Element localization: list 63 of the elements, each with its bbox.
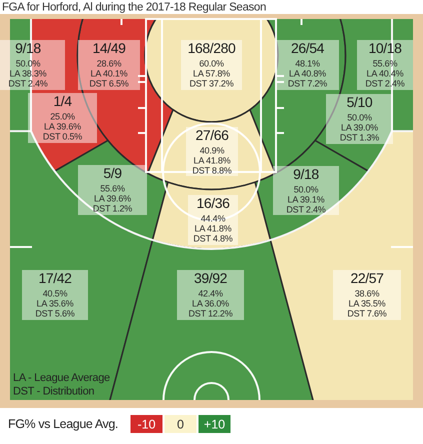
data-label: DST 1.3%	[340, 132, 380, 143]
data-label: 50.0%	[16, 58, 40, 69]
data-label: LA 41.8%	[194, 224, 232, 234]
data-label: LA 40.4%	[366, 68, 404, 79]
data-label: 28.6%	[96, 58, 122, 69]
data-label: 44.4%	[200, 214, 226, 224]
data-label: DST 2.4%	[8, 78, 48, 89]
text: FGA for Horford, Al during the 2017-18 Regular Season	[2, 2, 266, 14]
data-label: LA 38.3%	[10, 68, 47, 79]
data-label: 40.5%	[42, 288, 68, 299]
data-label: DST 37.2%	[189, 78, 234, 89]
category-label: 22/57	[350, 270, 384, 286]
data-label: LA 41.8%	[194, 156, 231, 166]
category-label: 0	[177, 418, 184, 432]
text: FG% vs League Avg.	[8, 417, 118, 431]
category-label: 39/92	[194, 270, 228, 286]
data-label: LA 35.5%	[348, 298, 386, 309]
category-label: 5/10	[346, 94, 373, 110]
data-label: LA 40.1%	[90, 68, 128, 79]
data-label: 50.0%	[347, 112, 372, 123]
data-label: 55.6%	[372, 58, 398, 69]
data-label: 55.6%	[100, 184, 125, 194]
data-label: LA 39.6%	[44, 122, 82, 132]
category-label: 10/18	[368, 40, 402, 56]
category-label: 9/18	[15, 40, 42, 56]
data-label: 25.0%	[50, 112, 75, 122]
category-label: +10	[204, 418, 226, 432]
data-label: 40.9%	[200, 146, 224, 156]
data-label: DST 12.2%	[188, 308, 233, 319]
data-label: 38.6%	[354, 288, 380, 299]
data-label: LA 35.6%	[36, 298, 74, 309]
data-label: LA 39.6%	[94, 194, 132, 204]
data-label: LA 57.8%	[193, 68, 230, 79]
data-label: DST 0.5%	[42, 132, 82, 142]
data-label: DST 6.5%	[89, 78, 129, 89]
category-label: 1/4	[53, 93, 72, 109]
category-label: -10	[137, 418, 156, 432]
data-label: LA 36.0%	[192, 298, 230, 309]
data-label: DST 2.4%	[286, 204, 326, 215]
category-label: 168/280	[188, 40, 236, 56]
data-label: LA 40.8%	[289, 68, 326, 79]
data-label: LA 39.0%	[341, 122, 378, 133]
data-label: DST 4.8%	[193, 234, 233, 244]
data-label: DST 7.6%	[347, 308, 387, 319]
data-label: DST 5.6%	[35, 308, 75, 319]
data-label: DST 8.8%	[192, 166, 232, 176]
data-label: LA 39.1%	[288, 194, 325, 205]
category-label: 5/9	[103, 165, 122, 181]
data-label: 60.0%	[199, 58, 224, 69]
data-label: 48.1%	[295, 58, 320, 69]
data-label: 50.0%	[294, 184, 318, 195]
data-label: 42.4%	[198, 288, 223, 299]
data-label: DST 1.2%	[92, 204, 132, 214]
category-label: 17/42	[38, 270, 72, 286]
data-label: DST 7.2%	[288, 78, 328, 89]
data-label: DST 2.4%	[365, 78, 405, 89]
category-label: 9/18	[293, 166, 320, 182]
category-label: 26/54	[290, 40, 325, 56]
category-label: 16/36	[196, 195, 230, 211]
text: DST - Distribution	[13, 385, 94, 398]
category-label: 14/49	[92, 40, 126, 56]
text: LA - League Average	[13, 372, 110, 384]
category-label: 27/66	[195, 127, 230, 143]
